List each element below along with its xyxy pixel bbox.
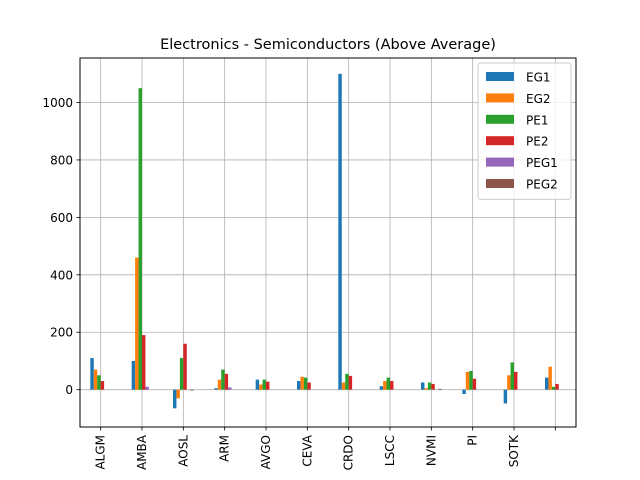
bar-eg1	[297, 381, 301, 390]
bar-eg1	[255, 379, 260, 390]
legend-swatch-pe1	[486, 114, 514, 124]
bar-eg1	[379, 386, 384, 390]
legend-label: EG1	[526, 71, 551, 85]
bar-pe2	[307, 382, 311, 390]
bar-eg1	[173, 389, 177, 409]
x-tick-label: CRDO	[342, 435, 356, 470]
legend-label: PEG1	[526, 156, 558, 170]
chart-title: Electronics - Semiconductors (Above Aver…	[160, 37, 496, 53]
bar-eg2	[93, 369, 98, 390]
bars-group	[90, 73, 559, 409]
x-axis: ALGM AMBA AOSL ARM AVGO CEVA CRDO LSCC NVMI PI SOT…	[94, 427, 556, 470]
bar-pe1	[386, 377, 390, 390]
x-tick-label: SOTK	[507, 434, 521, 467]
legend-label: PE1	[526, 113, 548, 127]
bar-eg1	[131, 360, 136, 390]
bar-peg2	[190, 389, 194, 391]
bar-pe1	[221, 369, 225, 390]
bar-eg2	[465, 371, 470, 390]
bar-eg2	[217, 379, 222, 390]
y-tick-label: 200	[50, 326, 73, 340]
y-tick-label: 400	[50, 268, 73, 282]
x-tick-label: AVGO	[259, 435, 273, 469]
bar-pe2	[100, 381, 105, 390]
bar-pe1	[345, 373, 349, 390]
bar-eg2	[341, 382, 346, 390]
bar-eg2	[548, 366, 552, 390]
bar-eg1	[338, 73, 342, 390]
y-tick-label: 1000	[42, 96, 73, 110]
legend-swatch-peg1	[486, 157, 514, 167]
bar-eg2	[507, 375, 511, 390]
bar-peg2	[438, 388, 442, 390]
x-tick-label: AOSL	[176, 435, 190, 467]
x-tick-label: ARM	[218, 435, 232, 462]
bar-eg1	[90, 358, 94, 390]
bar-pe1	[510, 362, 514, 390]
bar-pe1	[97, 375, 101, 390]
bar-pe1	[262, 379, 266, 390]
x-tick-label: LSCC	[383, 435, 397, 466]
legend-swatch-eg2	[486, 93, 514, 103]
legend: EG1 EG2 PE1 PE2 PEG1 PEG2	[477, 62, 572, 200]
bar-pe1	[179, 358, 184, 390]
bar-pe2	[224, 373, 229, 390]
bar-eg2	[300, 376, 304, 390]
bar-pe2	[431, 383, 435, 390]
y-tick-label: 600	[50, 211, 73, 225]
x-tick-label: AMBA	[135, 434, 149, 470]
bar-eg2	[259, 384, 263, 390]
bar-eg2	[424, 388, 428, 390]
bar-pe1	[551, 386, 556, 390]
bar-pe2	[348, 375, 353, 390]
bar-eg1	[214, 388, 218, 390]
x-tick-label: PI	[466, 435, 480, 446]
bar-peg1	[228, 387, 232, 390]
x-tick-label: ALGM	[94, 435, 108, 470]
bar-pe2	[142, 335, 146, 390]
bar-eg2	[135, 257, 139, 390]
bar-pe1	[427, 382, 432, 390]
bar-pe1	[469, 371, 473, 390]
bar-peg1	[145, 386, 149, 390]
bar-pe2	[266, 381, 270, 390]
bar-eg1	[545, 377, 549, 390]
legend-label: EG2	[526, 92, 551, 106]
y-tick-label: 0	[65, 383, 73, 397]
bar-pe1	[138, 88, 142, 390]
bar-eg1	[462, 389, 466, 394]
plot-frame	[79, 57, 577, 428]
y-tick-label: 800	[50, 153, 73, 167]
bar-eg1	[503, 389, 508, 404]
bar-eg1	[421, 382, 425, 390]
x-tick-label: CEVA	[300, 434, 314, 466]
legend-label: PEG2	[526, 178, 558, 192]
bar-eg2	[176, 389, 180, 399]
y-axis: 0 200 400 600 800 1000	[42, 96, 80, 397]
bar-pe2	[183, 343, 187, 390]
legend-swatch-pe2	[486, 136, 514, 146]
bar-pe1	[303, 377, 308, 390]
bar-pe2	[472, 378, 477, 390]
bar-pe2	[555, 383, 559, 390]
bar-pe2	[390, 381, 394, 390]
legend-label: PE2	[526, 135, 548, 149]
bar-pe2	[514, 371, 518, 390]
bar-eg2	[383, 381, 387, 390]
legend-swatch-peg2	[486, 179, 514, 188]
x-tick-label: NVMI	[424, 435, 438, 466]
legend-swatch-eg1	[486, 72, 514, 81]
